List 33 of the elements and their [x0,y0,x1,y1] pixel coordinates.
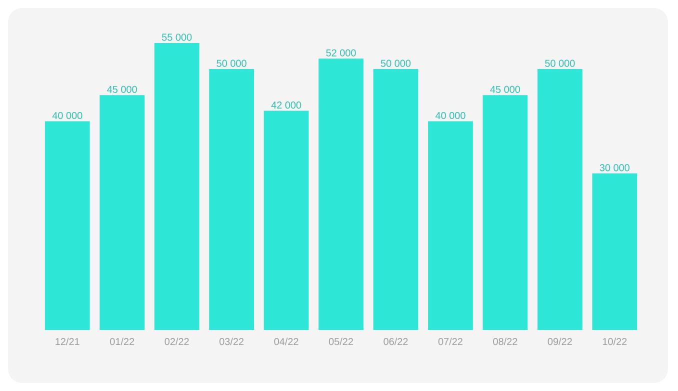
bar [537,69,582,330]
bar [209,69,254,330]
bar [482,95,528,330]
x-tick-label: 09/22 [548,338,572,346]
data-label: 40 000 [435,112,466,120]
x-tick-label: 03/22 [219,338,244,346]
data-label: 55 000 [162,34,192,41]
data-label: 42 000 [271,102,302,109]
x-tick-label: 12/21 [56,338,80,346]
x-tick-label: 10/22 [602,338,627,346]
x-tick-label: 02/22 [164,338,189,346]
bar [318,58,364,330]
bar [100,95,145,330]
data-label: 50 000 [545,60,575,67]
x-tick-label: 06/22 [384,338,408,346]
bar [428,121,473,330]
data-label: 50 000 [216,60,246,67]
x-tick-label: 07/22 [438,338,462,346]
data-label: 50 000 [380,60,411,67]
data-label: 40 000 [52,112,82,120]
bar [264,110,309,330]
data-label: 52 000 [326,49,356,56]
data-label: 45 000 [107,86,137,93]
x-tick-label: 01/22 [110,338,134,346]
bar [154,42,200,330]
data-label: 30 000 [600,164,630,172]
data-label: 45 000 [490,86,520,93]
x-tick-label: 04/22 [274,338,298,346]
bar [373,69,418,330]
x-tick-label: 05/22 [328,338,353,346]
bar [592,173,638,330]
bar [44,121,90,330]
x-tick-label: 08/22 [493,338,518,346]
